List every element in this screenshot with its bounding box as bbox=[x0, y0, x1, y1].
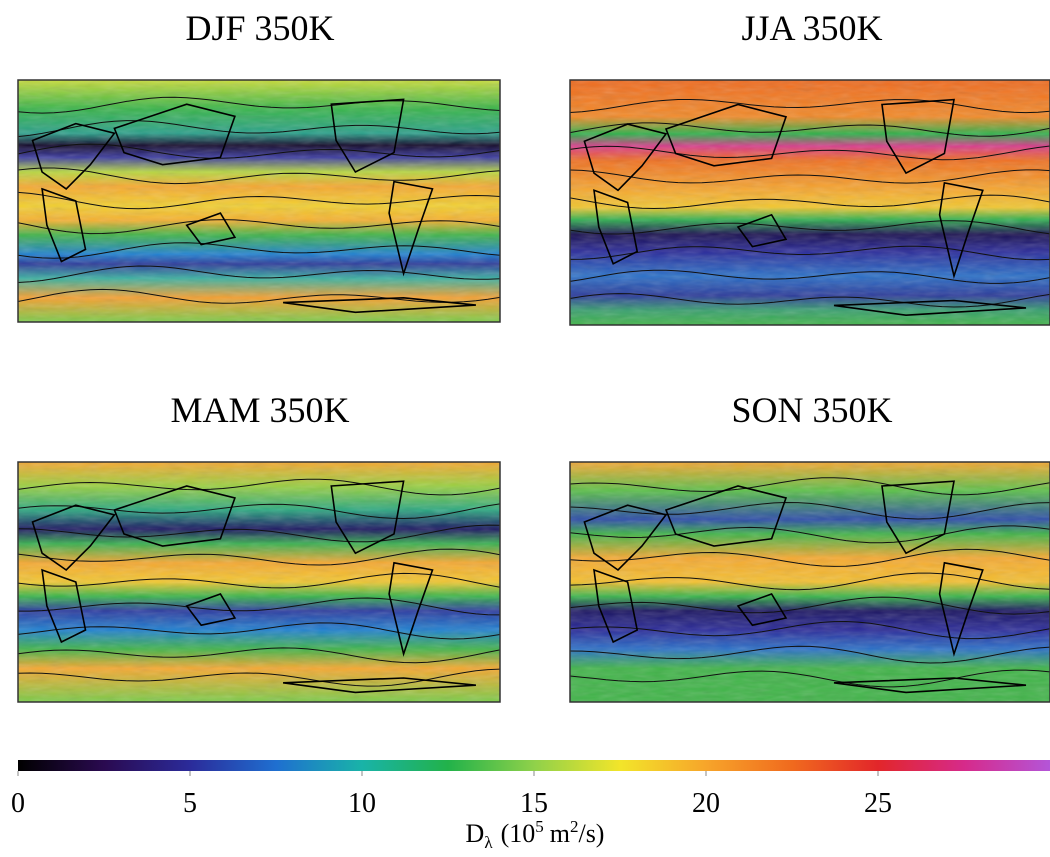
coastline bbox=[388, 180, 434, 277]
contour-line bbox=[17, 191, 501, 210]
label-close: /s) bbox=[578, 819, 604, 848]
panel-title: JJA 350K bbox=[741, 8, 882, 48]
contour-line bbox=[569, 669, 1050, 688]
coastline bbox=[593, 568, 639, 644]
contour-line bbox=[569, 194, 1050, 210]
coastline bbox=[330, 98, 405, 174]
panel-title: MAM 350K bbox=[170, 390, 349, 430]
contour-line bbox=[569, 122, 1050, 137]
coastline bbox=[282, 677, 476, 694]
tick-label: 25 bbox=[864, 788, 892, 819]
coastline bbox=[185, 212, 237, 246]
map-texture bbox=[18, 462, 500, 702]
label-unit-exponent: 2 bbox=[570, 817, 579, 836]
coastline bbox=[330, 480, 405, 555]
contour-line bbox=[17, 120, 501, 138]
contour-line bbox=[569, 645, 1050, 664]
label-subscript: λ bbox=[484, 833, 493, 852]
contour-line bbox=[17, 503, 501, 520]
coastline bbox=[282, 296, 476, 314]
coastline bbox=[41, 568, 87, 644]
contour-line bbox=[17, 219, 501, 235]
panels: DJF 350K JJA 350K MAM 350K SON 350K bbox=[17, 8, 1050, 703]
coastline bbox=[881, 98, 955, 175]
tick-label: 0 bbox=[11, 788, 25, 819]
coastline bbox=[664, 485, 788, 547]
tick-label: 20 bbox=[692, 788, 720, 819]
colorbar bbox=[18, 760, 1050, 771]
panel-title: SON 350K bbox=[731, 390, 892, 430]
contour-line bbox=[17, 242, 501, 259]
contour-line bbox=[569, 620, 1050, 640]
coastline bbox=[113, 103, 236, 166]
contour-line bbox=[569, 169, 1050, 184]
contour-line bbox=[569, 548, 1050, 567]
colorbar-ticks: 0 5 10 15 20 25 bbox=[11, 771, 892, 819]
tick-label: 10 bbox=[348, 788, 376, 819]
contour-line bbox=[569, 596, 1050, 615]
contour-line bbox=[569, 145, 1050, 161]
map-panel bbox=[569, 79, 1050, 326]
contour-line bbox=[17, 647, 501, 664]
coastline bbox=[736, 593, 788, 627]
label-symbol: D bbox=[466, 819, 485, 848]
contour-line bbox=[17, 572, 501, 589]
contour-line bbox=[17, 548, 501, 566]
contour-line bbox=[569, 477, 1050, 496]
contour-line bbox=[17, 478, 501, 496]
coastline bbox=[938, 561, 984, 657]
coastline bbox=[388, 561, 434, 657]
contour-line bbox=[569, 220, 1050, 235]
map-frame bbox=[569, 461, 1050, 703]
coastline bbox=[41, 187, 87, 263]
contour-line bbox=[569, 99, 1050, 114]
contour-line bbox=[17, 143, 501, 159]
map-panel bbox=[17, 461, 501, 703]
contour-line bbox=[569, 269, 1050, 284]
map-panel bbox=[569, 461, 1050, 703]
map-panel bbox=[17, 79, 501, 323]
panel-title: DJF 350K bbox=[185, 8, 334, 48]
map-texture bbox=[18, 80, 500, 322]
contour-line bbox=[569, 245, 1050, 261]
contour-line bbox=[17, 265, 501, 283]
coastline bbox=[593, 189, 639, 265]
colorbar-label: Dλ (105 m2/s) bbox=[466, 817, 605, 852]
coastline bbox=[31, 122, 116, 190]
contour-line bbox=[569, 293, 1050, 308]
coastline bbox=[113, 485, 236, 547]
coastline bbox=[31, 504, 116, 572]
contour-line bbox=[17, 622, 501, 640]
contour-line bbox=[17, 288, 501, 304]
contour-line bbox=[569, 525, 1050, 544]
map-frame bbox=[17, 461, 501, 703]
coastline bbox=[583, 504, 668, 572]
contour-line bbox=[17, 96, 501, 114]
coastline bbox=[881, 480, 955, 555]
label-text: (10 bbox=[501, 819, 536, 848]
coastline bbox=[833, 299, 1027, 317]
coastline bbox=[736, 213, 788, 248]
map-frame bbox=[569, 79, 1050, 326]
label-unit: m bbox=[550, 819, 570, 848]
tick-label: 5 bbox=[183, 788, 197, 819]
label-exponent: 5 bbox=[535, 817, 544, 836]
contour-line bbox=[569, 501, 1050, 520]
coastline bbox=[185, 593, 237, 627]
contour-line bbox=[569, 572, 1050, 591]
coastline bbox=[583, 123, 668, 192]
coastline bbox=[833, 677, 1027, 694]
map-frame bbox=[17, 79, 501, 323]
tick-label: 15 bbox=[520, 788, 548, 819]
contour-line bbox=[17, 668, 501, 687]
coastline bbox=[938, 181, 984, 279]
contour-line bbox=[17, 167, 501, 185]
coastline bbox=[664, 103, 788, 167]
map-texture bbox=[570, 462, 1050, 702]
